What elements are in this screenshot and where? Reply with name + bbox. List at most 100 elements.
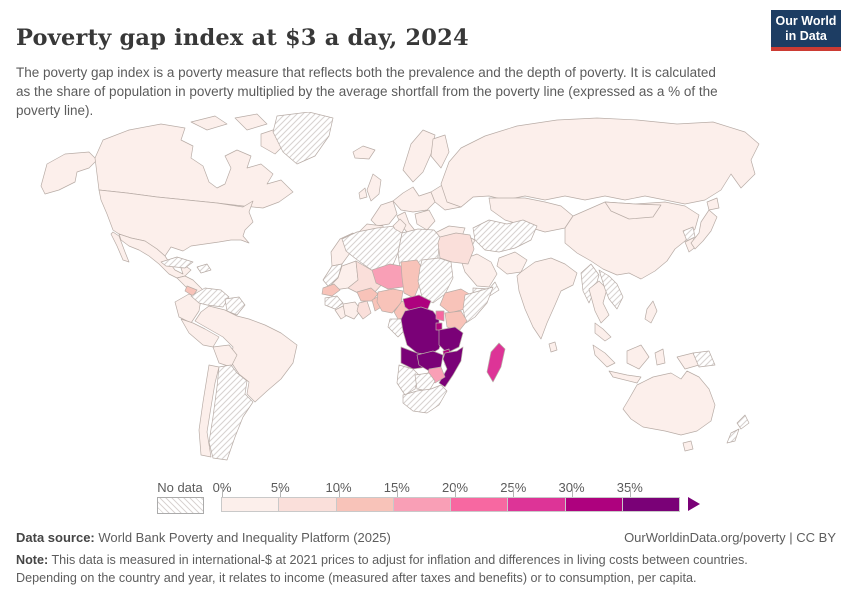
- country-indonesia-sulawesi[interactable]: [654, 348, 666, 366]
- legend-segment[interactable]: [450, 497, 509, 512]
- country-indonesia-java[interactable]: [608, 370, 642, 384]
- owid-logo-line2: in Data: [785, 28, 827, 43]
- country-senegal[interactable]: [321, 283, 341, 297]
- legend-colorbar: 0%5%10%15%20%25%30%35%: [213, 480, 722, 514]
- country-philippines[interactable]: [644, 300, 658, 324]
- country-iran-afghanistan[interactable]: [472, 219, 538, 253]
- legend-segment[interactable]: [564, 497, 623, 512]
- country-guinea[interactable]: [324, 295, 344, 310]
- country-colombia[interactable]: [174, 293, 202, 324]
- legend-tick-mark: [280, 487, 282, 497]
- country-mexico[interactable]: [118, 233, 192, 279]
- note-text: This data is measured in international-$…: [16, 553, 748, 586]
- legend-segment[interactable]: [507, 497, 566, 512]
- country-france[interactable]: [370, 200, 398, 227]
- country-brazil[interactable]: [194, 305, 298, 403]
- legend-tick-mark: [455, 487, 456, 497]
- country-tunisia[interactable]: [392, 218, 407, 234]
- country-laos-vietnam[interactable]: [598, 269, 624, 310]
- country-australia[interactable]: [622, 370, 716, 436]
- country-ireland[interactable]: [358, 187, 368, 200]
- country-peru[interactable]: [180, 318, 220, 348]
- country-somalia[interactable]: [462, 286, 494, 324]
- note-label: Note:: [16, 553, 49, 567]
- legend-segment[interactable]: [221, 497, 280, 512]
- country-hispaniola[interactable]: [196, 263, 212, 274]
- country-madagascar[interactable]: [486, 342, 506, 383]
- country-rwanda-burundi[interactable]: [435, 322, 443, 331]
- legend-arrow-cap: [688, 497, 700, 511]
- country-greenland[interactable]: [272, 112, 334, 165]
- country-north-korea[interactable]: [682, 226, 696, 242]
- country-scandinavia[interactable]: [402, 129, 436, 183]
- country-indonesia-borneo[interactable]: [626, 344, 650, 370]
- legend-segment[interactable]: [392, 497, 451, 512]
- country-cuba[interactable]: [160, 256, 194, 269]
- country-ghana[interactable]: [356, 300, 372, 320]
- country-chile[interactable]: [198, 364, 220, 458]
- country-russia[interactable]: [440, 117, 760, 208]
- page-title: Poverty gap index at $3 a day, 2024: [16, 25, 469, 52]
- data-source-text: World Bank Poverty and Inequality Platfo…: [94, 530, 391, 545]
- country-balkans[interactable]: [414, 209, 436, 231]
- chart-subtitle: The poverty gap index is a poverty measu…: [16, 64, 718, 118]
- country-chad[interactable]: [400, 259, 423, 299]
- no-data-swatch[interactable]: [157, 497, 204, 514]
- country-mongolia[interactable]: [604, 201, 662, 220]
- legend-segment[interactable]: [621, 497, 680, 512]
- country-thailand[interactable]: [588, 280, 610, 324]
- legend-segments: [221, 497, 680, 512]
- country-south-africa[interactable]: [402, 384, 448, 414]
- country-indonesia-sumatra[interactable]: [592, 344, 616, 368]
- country-egypt[interactable]: [437, 232, 475, 265]
- country-argentina[interactable]: [208, 364, 254, 461]
- country-uganda[interactable]: [435, 310, 445, 322]
- country-china[interactable]: [564, 201, 700, 280]
- country-finland[interactable]: [430, 134, 450, 169]
- country-iceland[interactable]: [352, 145, 376, 160]
- legend-segment[interactable]: [278, 497, 337, 512]
- country-alaska[interactable]: [40, 151, 98, 195]
- legend-segment[interactable]: [335, 497, 394, 512]
- legend-tick-mark: [396, 487, 398, 497]
- country-tanzania[interactable]: [438, 326, 464, 354]
- owid-logo-line1: Our World: [775, 13, 837, 28]
- country-dr-congo[interactable]: [400, 306, 444, 356]
- country-guyanas[interactable]: [224, 296, 246, 316]
- attribution-link[interactable]: OurWorldinData.org/poverty | CC BY: [624, 530, 836, 545]
- world-map: [40, 112, 760, 461]
- note-line: Note: This data is measured in internati…: [16, 551, 796, 588]
- country-kenya[interactable]: [444, 310, 468, 332]
- country-japan[interactable]: [690, 209, 718, 250]
- country-japan[interactable]: [706, 197, 720, 211]
- country-central-europe[interactable]: [392, 186, 436, 213]
- legend-no-data-label: No data: [157, 480, 203, 495]
- country-botswana[interactable]: [414, 372, 436, 392]
- country-new-zealand[interactable]: [726, 428, 740, 444]
- country-arctic-islands[interactable]: [234, 113, 268, 131]
- country-united-kingdom[interactable]: [366, 173, 382, 202]
- country-arctic-islands[interactable]: [190, 115, 228, 131]
- country-papua-new-guinea[interactable]: [692, 350, 716, 368]
- country-sri-lanka[interactable]: [548, 341, 558, 353]
- country-tasmania[interactable]: [682, 440, 694, 452]
- map-countries: [40, 112, 760, 461]
- country-new-zealand[interactable]: [736, 414, 750, 430]
- country-burkina-faso[interactable]: [356, 287, 379, 302]
- country-sudan[interactable]: [417, 257, 454, 304]
- legend-tick-mark: [222, 487, 223, 497]
- country-mozambique[interactable]: [438, 346, 464, 388]
- country-saudi-arabia[interactable]: [460, 253, 498, 288]
- legend-tick-mark: [629, 487, 631, 497]
- data-source-line: Data source: World Bank Poverty and Ineq…: [16, 530, 391, 545]
- legend-tick-mark: [571, 487, 573, 497]
- country-malaysia[interactable]: [594, 322, 612, 342]
- country-bolivia[interactable]: [212, 344, 238, 368]
- country-india[interactable]: [516, 257, 578, 340]
- legend-tick-mark: [513, 487, 515, 497]
- legend-tick-mark: [338, 487, 340, 497]
- country-cote-divoire[interactable]: [342, 301, 362, 320]
- country-namibia[interactable]: [396, 364, 420, 396]
- country-baja-california[interactable]: [110, 231, 130, 263]
- owid-logo[interactable]: Our World in Data: [771, 10, 841, 51]
